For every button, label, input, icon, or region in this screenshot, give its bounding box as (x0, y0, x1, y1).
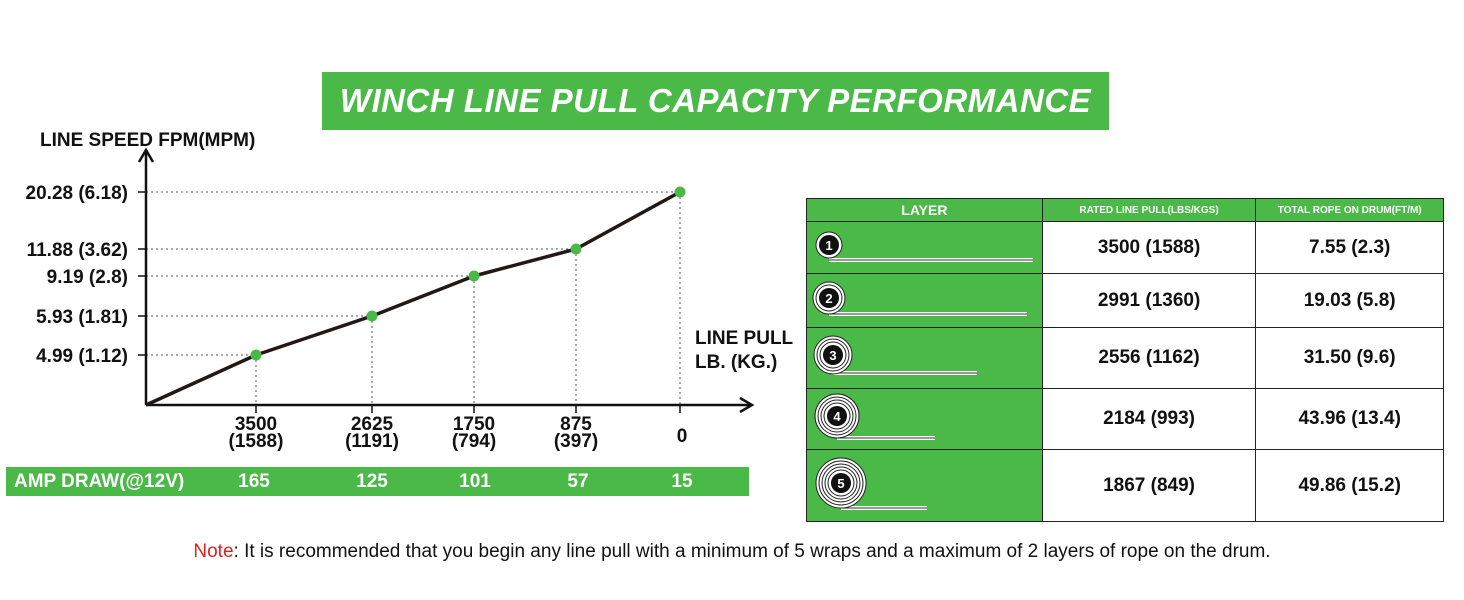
chart-title: WINCH LINE PULL CAPACITY PERFORMANCE (339, 82, 1092, 119)
amp-draw-value: 101 (459, 471, 491, 492)
data-point (250, 349, 262, 361)
drum-layer-3-icon: 3 (813, 335, 977, 375)
x-tick-label: 2625 (351, 414, 394, 435)
layer-cell: 5 (806, 449, 1043, 522)
table-header-row: LAYER RATED LINE PULL(LBS/KGS) TOTAL ROP… (806, 198, 1444, 222)
data-point (366, 310, 378, 322)
x-tick-label-kg: (1588) (229, 431, 284, 452)
table-row: 3 2556 (1162) 31.50 (9.6) (806, 327, 1444, 389)
amp-draw-value: 125 (356, 471, 388, 492)
layer-cell: 2 (806, 273, 1043, 328)
rated-pull-cell: 3500 (1588) (1041, 221, 1257, 274)
amp-draw-value: 15 (671, 471, 693, 492)
header-layer: LAYER (806, 198, 1043, 222)
title-banner: WINCH LINE PULL CAPACITY PERFORMANCE (322, 72, 1109, 130)
layer-table: LAYER RATED LINE PULL(LBS/KGS) TOTAL ROP… (806, 198, 1444, 522)
amp-draw-value: 165 (238, 471, 270, 492)
table-row: 5 1867 (849) 49.86 (15.2) (806, 449, 1444, 522)
rope-cell: 49.86 (15.2) (1255, 449, 1444, 522)
drum-layer-5-icon: 5 (815, 457, 927, 510)
y-axis-title: LINE SPEED FPM(MPM) (40, 130, 255, 151)
rated-pull-cell: 1867 (849) (1041, 449, 1257, 522)
y-axis-arrow (137, 147, 155, 163)
table-row: 2 2991 (1360) 19.03 (5.8) (806, 273, 1444, 328)
amp-draw-value: 57 (567, 471, 589, 492)
drum-layer-1-icon: 1 (815, 231, 1033, 262)
rope-cell: 31.50 (9.6) (1255, 327, 1444, 389)
rope-cell: 7.55 (2.3) (1255, 221, 1444, 274)
y-tick-label: 20.28 (6.18) (26, 183, 128, 204)
data-point (468, 270, 480, 282)
x-tick-label: 0 (677, 426, 688, 447)
rated-pull-cell: 2184 (993) (1041, 388, 1257, 450)
rated-pull-cell: 2556 (1162) (1041, 327, 1257, 389)
x-axis-title-unit: LB. (KG.) (695, 352, 777, 373)
layer-cell: 1 (806, 221, 1043, 274)
layer-number: 4 (833, 409, 841, 424)
header-rated-line-pull: RATED LINE PULL(LBS/KGS) (1041, 198, 1257, 222)
rope-cell: 43.96 (13.4) (1255, 388, 1444, 450)
x-axis-title: LINE PULL (695, 328, 794, 349)
x-tick-label-kg: (794) (452, 431, 496, 452)
y-tick-label: 9.19 (2.8) (47, 267, 128, 288)
data-point (570, 243, 582, 255)
header-total-rope: TOTAL ROPE ON DRUM(FT/M) (1255, 198, 1444, 222)
drum-layer-2-icon: 2 (812, 281, 1027, 316)
layer-cell: 4 (806, 388, 1043, 450)
y-tick-label: 4.99 (1.12) (36, 346, 128, 367)
rope-cell: 19.03 (5.8) (1255, 273, 1444, 328)
amp-draw-label: AMP DRAW(@12V) (14, 471, 185, 492)
series-line (145, 190, 681, 407)
data-point (674, 186, 686, 198)
drum-layer-4-icon: 4 (814, 393, 935, 440)
layer-number: 5 (837, 476, 844, 491)
rated-pull-cell: 2991 (1360) (1041, 273, 1257, 328)
layer-number: 2 (825, 291, 832, 306)
x-tick-label-kg: (1191) (345, 431, 399, 452)
table-row: 4 2184 (993) 43.96 (13.4) (806, 388, 1444, 450)
note-label: Note (193, 541, 234, 562)
layer-number: 3 (829, 348, 836, 363)
line-chart: 4.99 (1.12) 5.93 (1.81) 9.19 (2.8) 11.88 (3… (26, 130, 794, 452)
layer-number: 1 (825, 238, 832, 253)
note: Note: It is recommended that you begin a… (0, 541, 1464, 563)
x-tick-label: 875 (560, 414, 592, 435)
y-tick-label: 5.93 (1.81) (36, 307, 128, 328)
table-row: 1 3500 (1588) 7.55 (2.3) (806, 221, 1444, 274)
x-tick-label: 3500 (235, 414, 277, 435)
x-axis-arrow (739, 396, 755, 414)
layer-cell: 3 (806, 327, 1043, 389)
x-tick-label-kg: (397) (554, 431, 598, 452)
x-tick-label: 1750 (453, 414, 495, 435)
y-tick-label: 11.88 (3.62) (27, 240, 128, 261)
amp-draw-bar (6, 467, 749, 496)
note-text: : It is recommended that you begin any l… (233, 541, 1271, 562)
